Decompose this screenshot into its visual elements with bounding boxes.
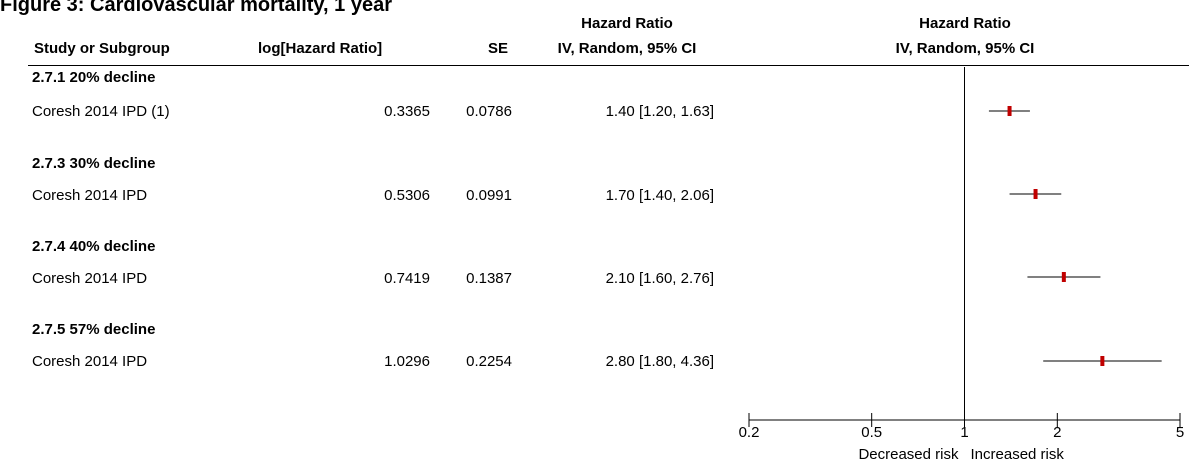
x-tick-label: 2 bbox=[1053, 424, 1061, 441]
hazard-ratio-ci: 2.80 [1.80, 4.36] bbox=[605, 353, 714, 370]
favours-right-label: Increased risk bbox=[971, 446, 1065, 463]
subgroup-label: 2.7.3 30% decline bbox=[32, 155, 156, 172]
point-estimate bbox=[1007, 106, 1012, 116]
hazard-ratio-ci: 2.10 [1.60, 2.76] bbox=[605, 270, 714, 287]
log-hazard-ratio: 0.3365 bbox=[384, 103, 430, 120]
log-hazard-ratio: 0.7419 bbox=[384, 270, 430, 287]
subgroup-label: 2.7.4 40% decline bbox=[32, 238, 156, 255]
study-name: Coresh 2014 IPD bbox=[32, 353, 148, 370]
header-study: Study or Subgroup bbox=[34, 40, 170, 57]
point-estimate bbox=[1033, 189, 1038, 199]
point-estimate bbox=[1061, 272, 1066, 282]
favours-left-label: Decreased risk bbox=[858, 446, 959, 463]
log-hazard-ratio: 0.5306 bbox=[384, 187, 430, 204]
header-hazard-ratio: Hazard Ratio bbox=[581, 15, 673, 32]
header-log-hazard-ratio: log[Hazard Ratio] bbox=[258, 40, 383, 57]
hazard-ratio-ci: 1.40 [1.20, 1.63] bbox=[605, 103, 714, 120]
standard-error: 0.0991 bbox=[466, 187, 512, 204]
subgroup-label: 2.7.1 20% decline bbox=[32, 69, 156, 86]
header-hr-method: IV, Random, 95% CI bbox=[557, 40, 697, 57]
x-tick-label: 5 bbox=[1176, 424, 1184, 441]
x-tick-label: 0.5 bbox=[861, 424, 882, 441]
header-divider bbox=[28, 65, 1189, 66]
standard-error: 0.0786 bbox=[466, 103, 512, 120]
point-estimate bbox=[1100, 356, 1105, 366]
study-name: Coresh 2014 IPD bbox=[32, 270, 148, 287]
study-name: Coresh 2014 IPD bbox=[32, 187, 148, 204]
study-name: Coresh 2014 IPD (1) bbox=[32, 103, 170, 120]
x-tick-label: 1 bbox=[960, 424, 968, 441]
log-hazard-ratio: 1.0296 bbox=[384, 353, 430, 370]
header-plot-method: IV, Random, 95% CI bbox=[895, 40, 1035, 57]
header-plot-hazard-ratio: Hazard Ratio bbox=[919, 15, 1011, 32]
standard-error: 0.1387 bbox=[466, 270, 512, 287]
subgroup-label: 2.7.5 57% decline bbox=[32, 321, 156, 338]
header-se: SE bbox=[488, 40, 509, 57]
standard-error: 0.2254 bbox=[466, 353, 512, 370]
figure-title: Figure 3: Cardiovascular mortality, 1 ye… bbox=[0, 0, 393, 16]
hazard-ratio-ci: 1.70 [1.40, 2.06] bbox=[605, 187, 714, 204]
x-tick-label: 0.2 bbox=[739, 424, 760, 441]
